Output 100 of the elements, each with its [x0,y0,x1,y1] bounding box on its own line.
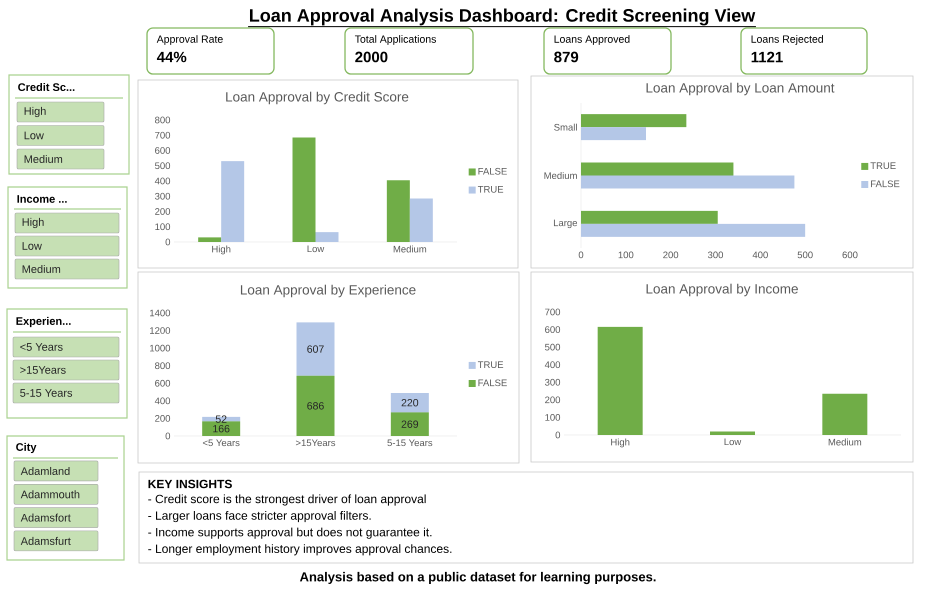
x-tick-label: 5-15 Years [387,440,432,446]
y-tick-label: 400 [154,397,170,404]
y-tick-label: 100 [155,223,170,230]
bar [386,180,410,242]
data-label: 2000 [355,52,388,62]
y-tick-label: 300 [154,192,170,200]
legend-label: TRUE [478,361,504,368]
y-tick-label: 600 [155,147,170,154]
text: Experien... [16,316,71,328]
bar [202,416,240,422]
data-label: 1121 [752,52,783,62]
y-tick-label: 500 [155,162,170,170]
data-label: 269 [402,420,418,428]
bar [598,326,643,435]
text: KEY INSIGHTS [148,480,232,488]
x-tick-label: 300 [708,252,724,258]
text: Medium [24,154,62,164]
text: - Income supports approval but does not guarantee it. [148,528,432,539]
x-tick-label: 100 [618,252,634,258]
data-label: 220 [402,398,418,406]
x-tick-label: >15Years [296,440,336,446]
y-tick-label: 700 [545,308,560,316]
x-tick-label: 200 [663,252,678,258]
chart-title: Loan Approval by Income [646,284,798,296]
x-tick-label: 0 [578,252,584,258]
chart-title: Loan Approval by Loan Amount [646,82,834,96]
x-tick-label: Medium [828,438,862,446]
text: Loan Approval Analysis Dashboard: Credit Screening View [250,8,756,26]
text: High [24,106,46,118]
category-label: Loans Rejected [752,35,823,45]
x-tick-label: High [611,438,630,448]
y-tick-label: 400 [544,361,560,368]
y-tick-label: Medium [544,172,577,179]
bar [316,232,339,242]
y-tick-label: 0 [166,238,170,246]
text: - Larger loans face stricter approval filters. [148,511,371,522]
y-tick-label: 200 [545,396,560,404]
bar [581,114,686,128]
bar [581,127,646,140]
bar [410,198,433,242]
x-tick-label: Medium [394,246,426,252]
y-tick-label: 800 [155,362,170,370]
data-label: 52 [216,415,226,423]
bar [390,393,429,412]
y-tick-label: Large [554,220,578,228]
text: - Longer employment history improves approval chances. [148,544,452,556]
text: Adamland [20,466,70,476]
text: >15Years [20,366,66,374]
y-tick-label: 1000 [150,344,170,352]
y-tick-label: 1200 [150,327,170,334]
text: Credit Sc... [18,82,74,92]
text: <5 Years [20,343,63,351]
y-tick-label: Small [554,124,577,131]
y-tick-label: 600 [545,326,560,333]
bar [296,322,335,376]
text: High [22,218,44,228]
x-tick-label: 600 [842,252,858,258]
text: Adammouth [20,490,80,498]
y-tick-label: 200 [155,415,170,422]
y-tick-label: 0 [166,432,170,440]
y-tick-label: 700 [155,132,170,139]
bar [296,376,335,436]
data-label: 686 [307,402,324,410]
bar [710,431,755,435]
text: Medium [22,264,60,274]
bar [198,237,222,242]
y-tick-label: 600 [155,380,170,387]
bar [581,210,718,224]
y-tick-label: 500 [544,344,560,350]
text: Analysis based on a public dataset for learning purposes. [300,572,656,584]
x-tick-label: High [212,246,230,254]
bar [202,421,240,436]
text: Adamsfurt [20,536,71,545]
y-tick-label: 300 [544,378,560,386]
bar [822,394,868,435]
legend-label: TRUE [870,162,896,170]
data-label: 879 [554,52,578,62]
y-tick-label: 1400 [150,310,170,316]
text: City [16,442,36,454]
text: Low [24,132,44,140]
text: Adamsfort [20,514,71,522]
bar [581,175,794,188]
y-tick-label: 200 [155,208,170,215]
bar [221,161,244,242]
legend-label: TRUE [478,186,504,193]
chart-title: Loan Approval by Experience [240,284,416,298]
category-label: Approval Rate [156,35,223,45]
text: - Credit score is the strongest driver of loan approval [148,494,426,506]
text: Income ... [17,195,67,203]
legend-label: FALSE [478,168,507,175]
y-tick-label: 400 [154,178,170,184]
category-label: Total Applications [354,35,436,45]
x-tick-label: 400 [752,252,768,258]
y-tick-label: 800 [155,116,170,124]
y-tick-label: 0 [556,432,560,438]
bar [581,162,734,176]
x-tick-label: <5 Years [202,440,240,446]
legend-label: FALSE [871,180,900,188]
x-tick-label: 500 [798,252,813,258]
bar [292,138,316,242]
